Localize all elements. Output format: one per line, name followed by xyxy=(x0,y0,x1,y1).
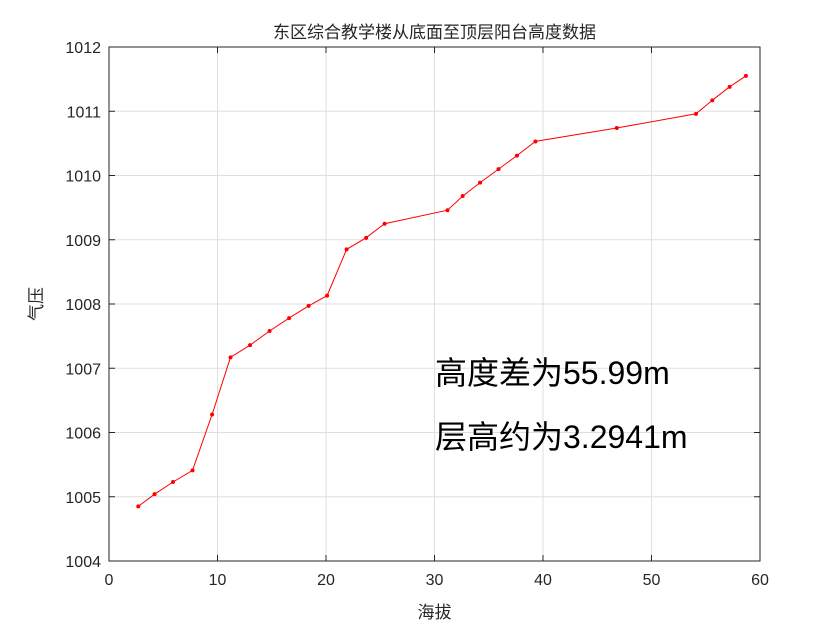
annotation-height-difference: 高度差为55.99m xyxy=(435,355,670,391)
data-point xyxy=(136,504,141,509)
data-point xyxy=(364,235,369,240)
data-point xyxy=(171,479,176,484)
axis-ticks: 0 10 20 30 40 50 60 1004 1005 1006 1007 1008 1009 101… xyxy=(65,40,769,589)
x-axis-label: 海拔 xyxy=(418,603,452,623)
data-point xyxy=(267,328,272,333)
data-point xyxy=(382,221,387,226)
series-layer xyxy=(136,73,748,509)
data-point xyxy=(287,316,292,321)
data-point xyxy=(496,167,501,172)
x-tick-label: 30 xyxy=(426,572,444,589)
x-tick-label: 50 xyxy=(643,572,661,589)
x-tick-label: 40 xyxy=(534,572,552,589)
y-tick-label: 1010 xyxy=(65,169,101,186)
data-point xyxy=(710,98,715,103)
data-point xyxy=(743,73,748,78)
data-point xyxy=(228,355,233,360)
y-tick-label: 1007 xyxy=(65,361,101,378)
data-point xyxy=(478,180,483,185)
y-tick-label: 1005 xyxy=(65,490,101,507)
data-point xyxy=(152,492,157,497)
x-tick-label: 20 xyxy=(317,572,335,589)
data-point xyxy=(344,247,349,252)
data-point xyxy=(460,194,465,199)
x-tick-label: 10 xyxy=(209,572,227,589)
y-tick-label: 1011 xyxy=(67,104,102,121)
data-point xyxy=(533,139,538,144)
y-tick-label: 1006 xyxy=(65,426,101,443)
y-tick-label: 1012 xyxy=(65,40,101,57)
y-tick-label: 1008 xyxy=(65,297,101,314)
chart-title: 东区综合教学楼从底面至顶层阳台高度数据 xyxy=(273,23,596,43)
data-point xyxy=(445,208,450,213)
data-point xyxy=(306,303,311,308)
data-point xyxy=(727,84,732,89)
data-point xyxy=(210,412,215,417)
data-point xyxy=(614,125,619,130)
y-tick-label: 1004 xyxy=(65,554,101,571)
x-tick-label: 60 xyxy=(751,572,769,589)
annotation-floor-height: 层高约为3.2941m xyxy=(435,419,688,455)
data-point xyxy=(325,293,330,298)
x-tick-label: 0 xyxy=(105,572,114,589)
data-point xyxy=(190,468,195,473)
data-point xyxy=(693,111,698,116)
data-point xyxy=(514,153,519,158)
y-tick-label: 1009 xyxy=(65,233,101,250)
data-point xyxy=(248,343,253,348)
y-axis-label: 气压 xyxy=(27,287,47,321)
